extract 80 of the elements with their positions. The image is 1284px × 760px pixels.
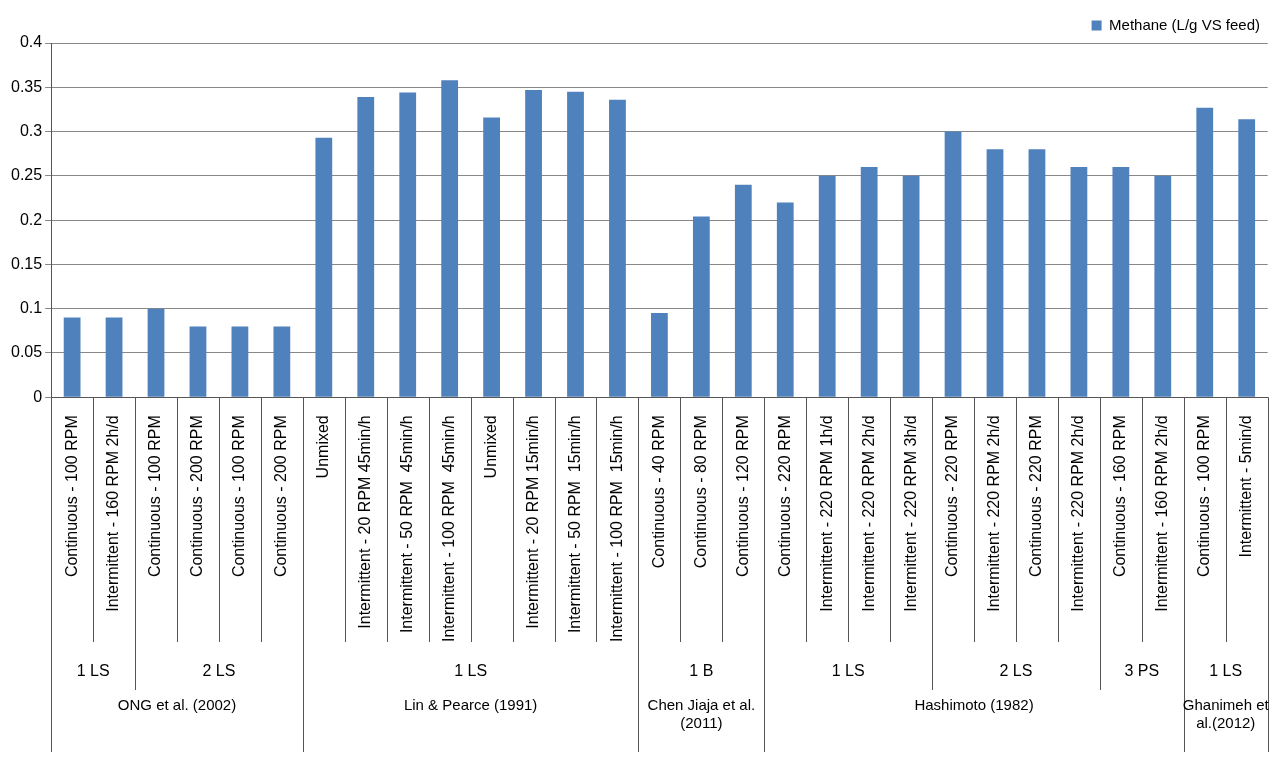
x-tick-label: Continuous - 160 RPM bbox=[1111, 415, 1129, 578]
x-tick-label: Continuous - 200 RPM bbox=[272, 415, 290, 578]
bar bbox=[776, 202, 794, 397]
x-tick-label: Intermittent - 100 RPM 15min/h bbox=[607, 415, 625, 643]
text: 2 LS bbox=[999, 662, 1033, 680]
x-tick-label: Continuous - 80 RPM bbox=[691, 415, 709, 569]
x-tick-label: Intermittent - 160 RPM 2h/d bbox=[1153, 415, 1171, 612]
x-tick-label: Intermittent - 100 RPM 45min/h bbox=[440, 415, 458, 643]
x-tick-label: Continuous - 200 RPM bbox=[188, 415, 206, 578]
text: ONG et al. (2002) bbox=[117, 696, 237, 714]
y-tick-label: 0.2 bbox=[19, 210, 43, 228]
x-tick-label: Continuous - 220 RPM bbox=[1027, 415, 1045, 578]
y-tick-label: 0.25 bbox=[11, 166, 43, 184]
bar bbox=[315, 137, 333, 397]
y-tick-label: 0.4 bbox=[19, 33, 43, 51]
y-tick-label: 0 bbox=[33, 387, 43, 405]
x-tick-label: Intermittent - 5min/d bbox=[1237, 415, 1255, 558]
x-tick-label: Intermittent - 20 RPM 15min/h bbox=[523, 415, 541, 629]
legend-label: Methane (L/g VS feed) bbox=[1109, 15, 1261, 33]
x-tick-label: Intermittent - 220 RPM 2h/d bbox=[985, 415, 1003, 612]
bar bbox=[1070, 166, 1088, 397]
x-tick-label: Intermittent - 220 RPM 2h/d bbox=[859, 415, 877, 612]
text: 1 LS bbox=[76, 662, 110, 680]
bar bbox=[483, 117, 500, 397]
x-tick-label: Continuous - 100 RPM bbox=[1195, 415, 1213, 578]
bar bbox=[441, 80, 459, 397]
x-tick-label: Intermittent - 50 RPM 15min/h bbox=[565, 415, 583, 634]
bar bbox=[818, 175, 836, 397]
bar bbox=[1154, 175, 1172, 397]
x-tick-label: Continuous - 40 RPM bbox=[649, 415, 667, 569]
bar bbox=[944, 131, 962, 397]
bar bbox=[986, 149, 1004, 397]
x-tick-label: Continuous - 220 RPM bbox=[943, 415, 961, 578]
y-tick-label: 0.05 bbox=[11, 343, 43, 361]
x-tick-label: Intermittent - 220 RPM 1h/d bbox=[817, 415, 835, 612]
y-tick-label: 0.35 bbox=[11, 77, 43, 95]
text: Hashimoto (1982) bbox=[914, 696, 1034, 714]
bar bbox=[147, 308, 165, 397]
bar bbox=[231, 326, 249, 397]
bar bbox=[189, 326, 207, 397]
bar bbox=[273, 326, 291, 397]
x-tick-label: Unmixed bbox=[482, 415, 500, 479]
text: Lin & Pearce (1991) bbox=[403, 696, 538, 714]
x-tick-label: Continuous - 100 RPM bbox=[146, 415, 164, 578]
bar bbox=[525, 89, 542, 397]
bar bbox=[567, 91, 584, 397]
x-tick-label: Intermittent - 20 RPM 45min/h bbox=[356, 415, 374, 629]
bar bbox=[692, 216, 710, 397]
bar bbox=[609, 99, 626, 397]
text: 3 PS bbox=[1124, 662, 1160, 680]
bar bbox=[902, 175, 920, 397]
bar bbox=[1238, 119, 1256, 397]
bar bbox=[1028, 149, 1046, 397]
bar bbox=[651, 313, 668, 397]
text: 2 LS bbox=[202, 662, 236, 680]
bar bbox=[105, 317, 123, 397]
x-tick-label: Continuous - 100 RPM bbox=[230, 415, 248, 578]
text: 1 LS bbox=[831, 662, 865, 680]
x-tick-label: Unmixed bbox=[314, 415, 332, 479]
text: 1 LS bbox=[1209, 662, 1243, 680]
bar bbox=[357, 97, 375, 397]
x-tick-label: Continuous - 120 RPM bbox=[733, 415, 751, 578]
bar bbox=[63, 317, 81, 397]
x-tick-label: Intermittent - 50 RPM 45min/h bbox=[398, 415, 416, 634]
bar bbox=[1112, 166, 1130, 397]
bar bbox=[860, 166, 878, 397]
x-tick-label: Intermittent - 160 RPM 2h/d bbox=[104, 415, 122, 612]
bar bbox=[1196, 107, 1214, 397]
x-tick-label: Intermittent - 220 RPM 2h/d bbox=[1069, 415, 1087, 612]
x-tick-label: Continuous - 220 RPM bbox=[775, 415, 793, 578]
bar bbox=[734, 184, 752, 397]
x-tick-label: Intermittent - 220 RPM 3h/d bbox=[901, 415, 919, 612]
text: Chen Jiaja et al. (2011) bbox=[647, 696, 756, 732]
x-tick-label: Continuous - 100 RPM bbox=[62, 415, 80, 578]
y-tick-label: 0.1 bbox=[19, 299, 43, 317]
text: 1 B bbox=[689, 662, 714, 680]
text: 1 LS bbox=[454, 662, 488, 680]
bar bbox=[399, 92, 417, 397]
y-tick-label: 0.15 bbox=[11, 254, 43, 272]
y-tick-label: 0.3 bbox=[19, 121, 43, 139]
